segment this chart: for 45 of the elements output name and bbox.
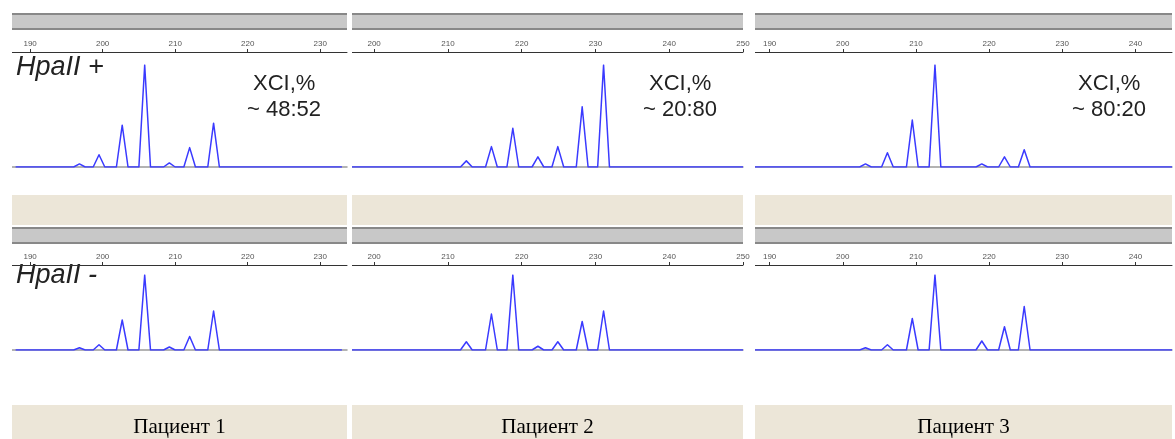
x-tick-label: 220 xyxy=(982,251,997,261)
x-tick-label: 250 xyxy=(736,251,751,261)
x-tick-label: 210 xyxy=(441,251,456,261)
x-axis-title: Пациент 1 xyxy=(133,414,226,439)
x-tick-label: 210 xyxy=(168,251,183,261)
x-tick-label: 190 xyxy=(23,251,38,261)
y-axis-title: HpaII - xyxy=(16,258,98,289)
x-tick-label: 190 xyxy=(762,251,777,261)
y-axis-title: HpaII + xyxy=(16,50,104,81)
x-tick-label: 230 xyxy=(588,251,603,261)
x-tick-label: 200 xyxy=(836,38,851,48)
x-tick-label: 200 xyxy=(836,251,851,261)
x-tick-label: 220 xyxy=(515,38,529,48)
x-tick-label: 240 xyxy=(662,38,677,48)
x-tick-label: 240 xyxy=(662,251,677,261)
x-tick-label: 240 xyxy=(1128,251,1143,261)
x-tick-label: 230 xyxy=(313,251,328,261)
x-tick-label: 230 xyxy=(1055,38,1070,48)
x-axis-title: Пациент 2 xyxy=(501,414,594,439)
x-tick-label: 210 xyxy=(441,38,456,48)
annotation: ~ 20:80 xyxy=(643,96,718,122)
x-tick-label: 200 xyxy=(367,38,382,48)
annotation: XCI,% xyxy=(649,70,712,96)
x-tick-label: 210 xyxy=(168,38,183,48)
x-tick-label: 220 xyxy=(982,38,997,48)
x-tick-label: 200 xyxy=(95,251,110,261)
x-tick-label: 230 xyxy=(313,38,328,48)
x-tick-label: 220 xyxy=(240,38,255,48)
x-tick-label: 190 xyxy=(762,38,777,48)
annotation: ~ 80:20 xyxy=(1072,96,1147,122)
x-axis-title: Пациент 3 xyxy=(917,414,1010,439)
annotation: XCI,% xyxy=(1078,70,1141,96)
x-tick-label: 200 xyxy=(367,251,382,261)
annotation: XCI,% xyxy=(253,70,316,96)
x-tick-label: 210 xyxy=(909,38,924,48)
x-tick-label: 240 xyxy=(1128,38,1143,48)
x-tick-label: 200 xyxy=(95,38,110,48)
x-tick-label: 230 xyxy=(1055,251,1070,261)
x-tick-label: 190 xyxy=(23,38,38,48)
annotation: ~ 48:52 xyxy=(247,96,322,122)
x-tick-label: 230 xyxy=(588,38,603,48)
x-tick-label: 210 xyxy=(909,251,924,261)
x-tick-label: 220 xyxy=(240,251,255,261)
x-tick-label: 220 xyxy=(515,251,529,261)
x-tick-label: 250 xyxy=(736,38,751,48)
